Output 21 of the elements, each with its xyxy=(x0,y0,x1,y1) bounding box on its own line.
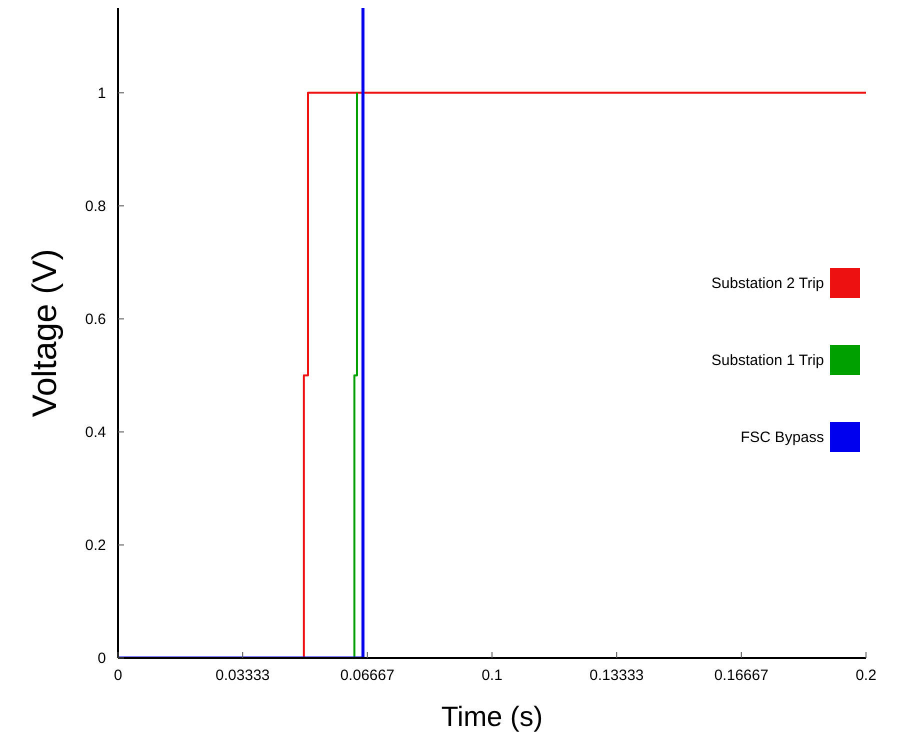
legend-entry: Substation 2 Trip xyxy=(711,268,860,298)
legend-label: Substation 2 Trip xyxy=(711,275,824,292)
x-tick-label: 0.2 xyxy=(856,667,876,684)
y-tick-label: 0.6 xyxy=(85,310,106,328)
x-tick-label: 0 xyxy=(114,667,122,684)
x-tick-label: 0.16667 xyxy=(714,667,768,684)
x-tick-label: 0.1 xyxy=(482,667,502,684)
y-axis-title: Voltage (V) xyxy=(26,248,64,418)
y-tick-label: 0.8 xyxy=(85,198,106,215)
x-tick-label: 0.13333 xyxy=(590,667,644,684)
legend-label: Substation 1 Trip xyxy=(711,352,824,369)
y-tick-label: 1 xyxy=(98,84,106,102)
legend-label: FSC Bypass xyxy=(740,429,824,446)
legend-entry: FSC Bypass xyxy=(740,422,860,452)
x-tick-label: 0.06667 xyxy=(340,667,394,684)
x-axis-title: Time (s) xyxy=(441,701,543,732)
x-tick-label: 0.03333 xyxy=(216,667,270,684)
legend-entry: Substation 1 Trip xyxy=(711,345,860,375)
y-tick-label: 0 xyxy=(98,650,106,667)
y-tick-label: 0.2 xyxy=(85,536,106,554)
y-tick-label: 0.4 xyxy=(85,424,106,441)
